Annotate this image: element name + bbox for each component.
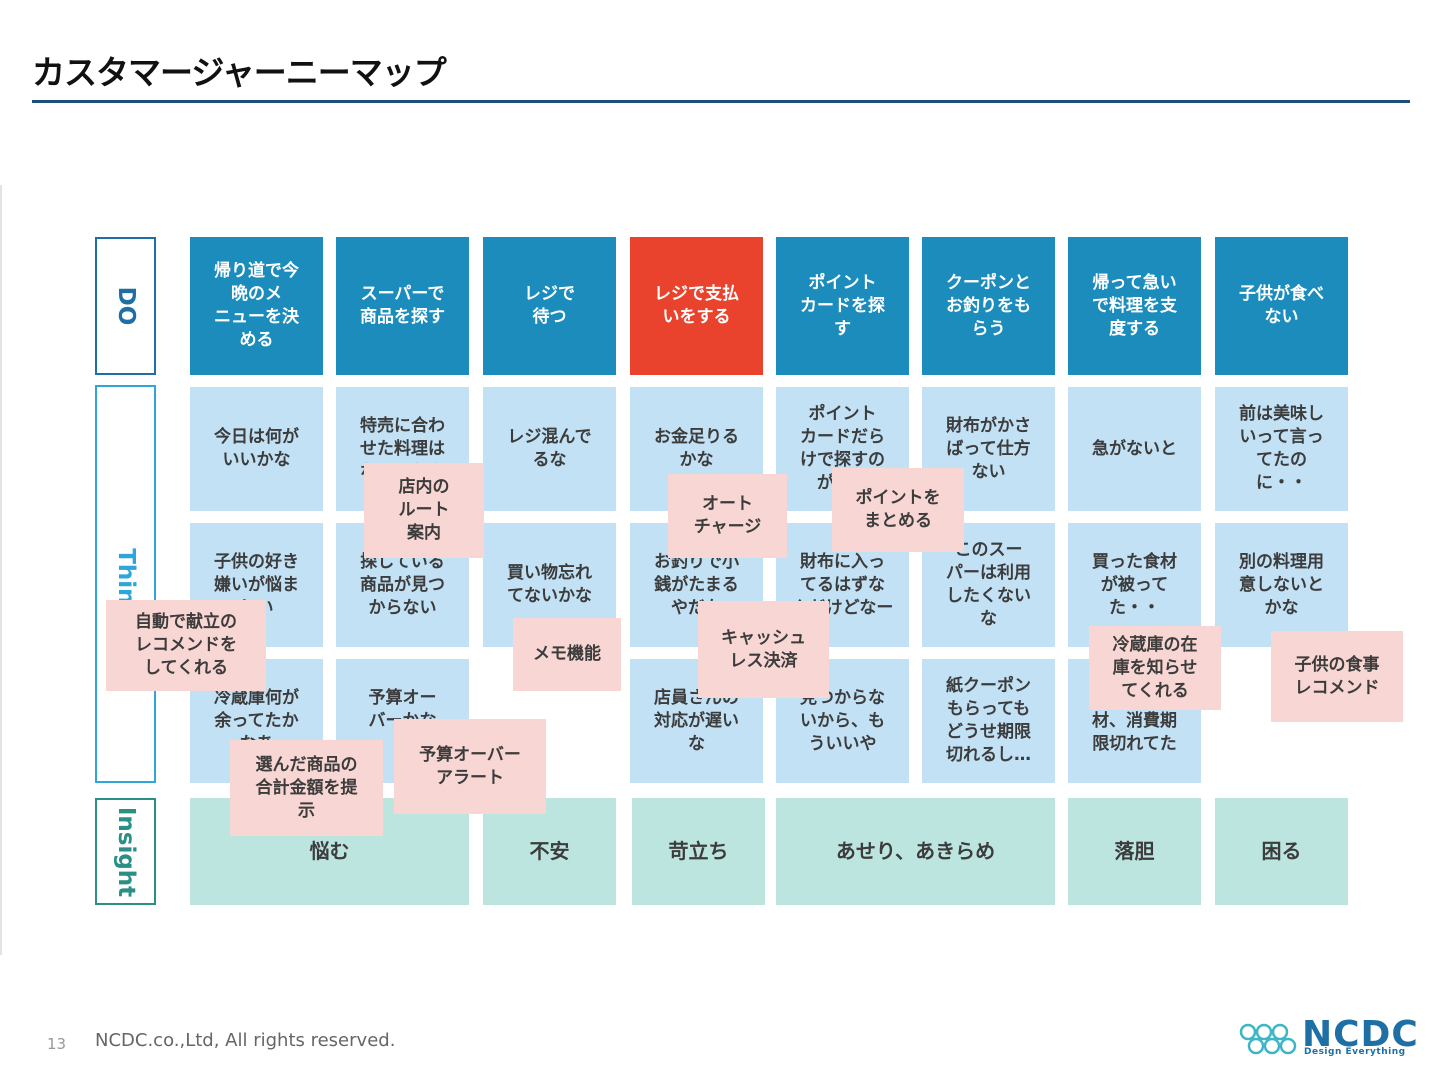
sticky-note[interactable]: 子供の食事 レコメンド [1271, 631, 1403, 722]
row-label-think: Think [95, 385, 156, 783]
sticky-note[interactable]: 自動で献立の レコメンドを してくれる [106, 600, 266, 691]
think-cell: 紙クーポン もらっても どうせ期限 切れるし… [922, 659, 1055, 783]
copyright: NCDC.co.,Ltd, All rights reserved. [95, 1030, 396, 1051]
logo-wordmark: NCDC [1302, 1014, 1419, 1055]
row-label-do-text: DO [112, 286, 139, 326]
do-cell: 帰り道で今 晩のメ ニューを決 める [190, 237, 323, 375]
do-cell: 帰って急い で料理を支 度する [1068, 237, 1201, 375]
logo-tagline: Design Everything [1304, 1047, 1406, 1057]
do-cell: クーポンと お釣りをも らう [922, 237, 1055, 375]
do-cell: スーパーで 商品を探す [336, 237, 469, 375]
sticky-note[interactable]: 冷蔵庫の在 庫を知らせ てくれる [1089, 626, 1221, 710]
row-label-do: DO [95, 237, 156, 375]
page-number: 13 [47, 1035, 67, 1053]
do-cell: 子供が食べ ない [1215, 237, 1348, 375]
think-cell: レジ混んで るな [483, 387, 616, 511]
do-cell: ポイント カードを探 す [776, 237, 909, 375]
sticky-note[interactable]: 店内の ルート 案内 [364, 463, 484, 558]
sticky-note[interactable]: メモ機能 [513, 618, 621, 691]
insight-cell: 困る [1215, 798, 1348, 905]
left-edge-line [0, 185, 2, 955]
think-cell: 急がないと [1068, 387, 1201, 511]
think-cell: 今日は何が いいかな [190, 387, 323, 511]
think-cell: 別の料理用 意しないと かな [1215, 523, 1348, 647]
sticky-note[interactable]: ポイントを まとめる [832, 468, 964, 552]
title-rule [32, 100, 1410, 103]
insight-cell: あせり、あきらめ [776, 798, 1055, 905]
insight-cell: 落胆 [1068, 798, 1201, 905]
do-cell-active: レジで支払 いをする [630, 237, 763, 375]
insight-cell: 不安 [483, 798, 616, 905]
row-label-insight: Insight [95, 798, 156, 905]
page-title: カスタマージャーニーマップ [32, 53, 447, 92]
think-cell: 前は美味し いって言っ てたの に・・ [1215, 387, 1348, 511]
row-label-insight-text: Insight [112, 806, 139, 897]
ncdc-logo-icon [1239, 1023, 1297, 1055]
sticky-note[interactable]: 選んだ商品の 合計金額を提 示 [230, 740, 383, 836]
sticky-note[interactable]: 予算オーバー アラート [394, 719, 546, 814]
insight-cell: 苛立ち [632, 798, 765, 905]
do-cell: レジで 待つ [483, 237, 616, 375]
think-cell: このスー パーは利用 したくない な [922, 523, 1055, 647]
sticky-note[interactable]: オート チャージ [668, 474, 787, 558]
sticky-note[interactable]: キャッシュ レス決済 [698, 601, 829, 698]
